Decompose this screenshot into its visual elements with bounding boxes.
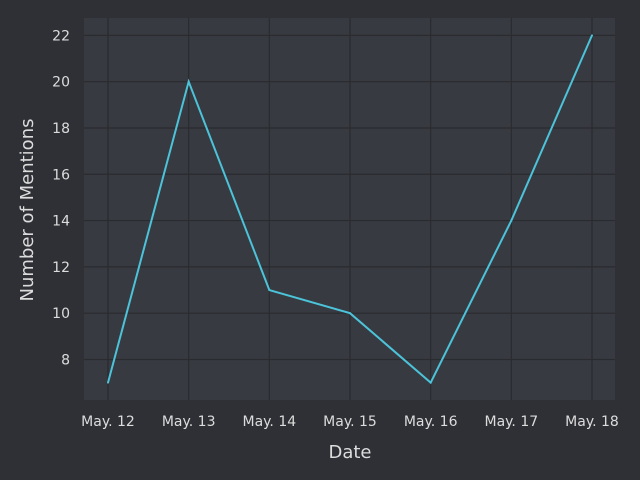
y-tick-label: 12 (52, 260, 70, 276)
data-point (429, 381, 432, 384)
x-tick-label: May. 13 (162, 414, 216, 430)
y-tick-label: 18 (52, 121, 70, 137)
data-point (268, 289, 271, 292)
y-tick-labels: 8 10 12 14 16 18 20 22 (52, 28, 70, 368)
x-tick-label: May. 16 (404, 414, 458, 430)
x-tick-labels: May. 12 May. 13 May. 14 May. 15 May. 16 May. … (81, 414, 619, 430)
x-tick-label: May. 12 (81, 414, 135, 430)
x-tick-label: May. 14 (242, 414, 296, 430)
y-tick-label: 16 (52, 167, 70, 183)
data-point (510, 219, 513, 222)
data-points (107, 34, 593, 384)
x-tick-label: May. 18 (565, 414, 619, 430)
data-point (591, 34, 593, 37)
x-axis-title: Date (328, 442, 371, 463)
y-tick-label: 20 (52, 75, 70, 91)
data-point (107, 381, 109, 384)
y-tick-label: 14 (52, 214, 70, 230)
x-tick-label: May. 17 (484, 414, 538, 430)
y-tick-label: 10 (52, 306, 70, 322)
y-axis-title: Number of Mentions (17, 119, 38, 302)
y-tick-label: 8 (61, 352, 70, 368)
data-point (187, 80, 190, 83)
y-tick-label: 22 (52, 28, 70, 44)
x-tick-label: May. 15 (323, 414, 377, 430)
data-point (349, 312, 351, 315)
